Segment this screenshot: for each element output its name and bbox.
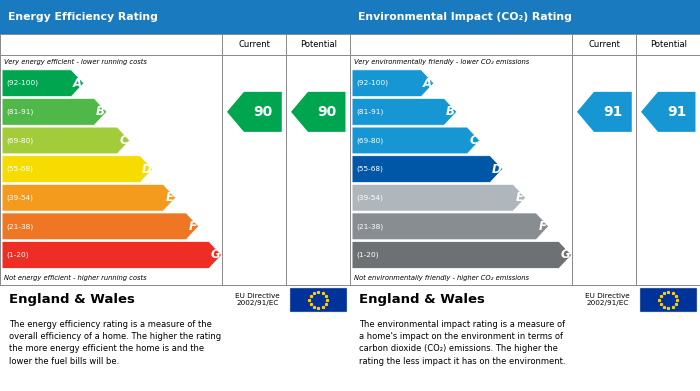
Text: Current: Current xyxy=(588,39,620,49)
Text: F: F xyxy=(189,220,197,233)
Text: B: B xyxy=(96,105,105,118)
Text: G: G xyxy=(211,249,220,262)
Text: (92-100): (92-100) xyxy=(6,80,38,86)
Text: 90: 90 xyxy=(253,105,273,119)
Text: Not energy efficient - higher running costs: Not energy efficient - higher running co… xyxy=(4,274,147,280)
Text: (69-80): (69-80) xyxy=(356,137,384,144)
Text: (1-20): (1-20) xyxy=(6,252,29,258)
Text: (55-68): (55-68) xyxy=(6,166,34,172)
Text: A: A xyxy=(423,77,433,90)
Bar xyxy=(0,285,350,315)
Polygon shape xyxy=(352,213,549,240)
Text: The environmental impact rating is a measure of
a home's impact on the environme: The environmental impact rating is a mea… xyxy=(358,320,566,366)
Text: F: F xyxy=(539,220,547,233)
Text: D: D xyxy=(491,163,501,176)
Polygon shape xyxy=(2,99,106,125)
Text: E: E xyxy=(166,191,174,204)
Polygon shape xyxy=(226,91,283,133)
Text: Potential: Potential xyxy=(650,39,687,49)
Text: (55-68): (55-68) xyxy=(356,166,384,172)
Text: 90: 90 xyxy=(317,105,337,119)
Polygon shape xyxy=(352,99,456,125)
Text: Not environmentally friendly - higher CO₂ emissions: Not environmentally friendly - higher CO… xyxy=(354,274,529,280)
Text: Current: Current xyxy=(238,39,270,49)
Text: Energy Efficiency Rating: Energy Efficiency Rating xyxy=(8,12,157,22)
Polygon shape xyxy=(352,156,503,183)
Text: (81-91): (81-91) xyxy=(356,109,384,115)
Polygon shape xyxy=(2,156,153,183)
Text: EU Directive
2002/91/EC: EU Directive 2002/91/EC xyxy=(234,293,279,307)
Text: The energy efficiency rating is a measure of the
overall efficiency of a home. T: The energy efficiency rating is a measur… xyxy=(8,320,221,366)
Text: (39-54): (39-54) xyxy=(356,194,384,201)
Bar xyxy=(290,288,346,312)
Text: Very energy efficient - lower running costs: Very energy efficient - lower running co… xyxy=(4,59,147,65)
Text: C: C xyxy=(470,134,478,147)
Text: B: B xyxy=(446,105,455,118)
Text: D: D xyxy=(141,163,151,176)
Bar xyxy=(640,288,696,312)
Text: EU Directive
2002/91/EC: EU Directive 2002/91/EC xyxy=(584,293,629,307)
Text: Very environmentally friendly - lower CO₂ emissions: Very environmentally friendly - lower CO… xyxy=(354,59,529,65)
Bar xyxy=(350,0,700,34)
Text: (21-38): (21-38) xyxy=(6,223,34,230)
Text: Environmental Impact (CO₂) Rating: Environmental Impact (CO₂) Rating xyxy=(358,12,572,22)
Text: E: E xyxy=(516,191,524,204)
Text: Potential: Potential xyxy=(300,39,337,49)
Text: (81-91): (81-91) xyxy=(6,109,34,115)
Polygon shape xyxy=(290,91,346,133)
Polygon shape xyxy=(2,185,176,211)
Text: England & Wales: England & Wales xyxy=(8,293,134,307)
Polygon shape xyxy=(352,127,480,154)
Text: England & Wales: England & Wales xyxy=(358,293,484,307)
Bar xyxy=(350,285,700,315)
Text: (92-100): (92-100) xyxy=(356,80,389,86)
Polygon shape xyxy=(640,91,696,133)
Text: A: A xyxy=(73,77,83,90)
Polygon shape xyxy=(352,70,434,97)
Polygon shape xyxy=(352,185,526,211)
Polygon shape xyxy=(2,213,199,240)
Bar xyxy=(0,0,350,34)
Text: G: G xyxy=(561,249,570,262)
Polygon shape xyxy=(576,91,633,133)
Text: (39-54): (39-54) xyxy=(6,194,34,201)
Polygon shape xyxy=(2,242,221,268)
Text: 91: 91 xyxy=(667,105,687,119)
Text: 91: 91 xyxy=(603,105,623,119)
Text: C: C xyxy=(120,134,128,147)
Polygon shape xyxy=(2,127,130,154)
Text: (69-80): (69-80) xyxy=(6,137,34,144)
Text: (21-38): (21-38) xyxy=(356,223,384,230)
Text: (1-20): (1-20) xyxy=(356,252,379,258)
Polygon shape xyxy=(2,70,84,97)
Polygon shape xyxy=(352,242,571,268)
